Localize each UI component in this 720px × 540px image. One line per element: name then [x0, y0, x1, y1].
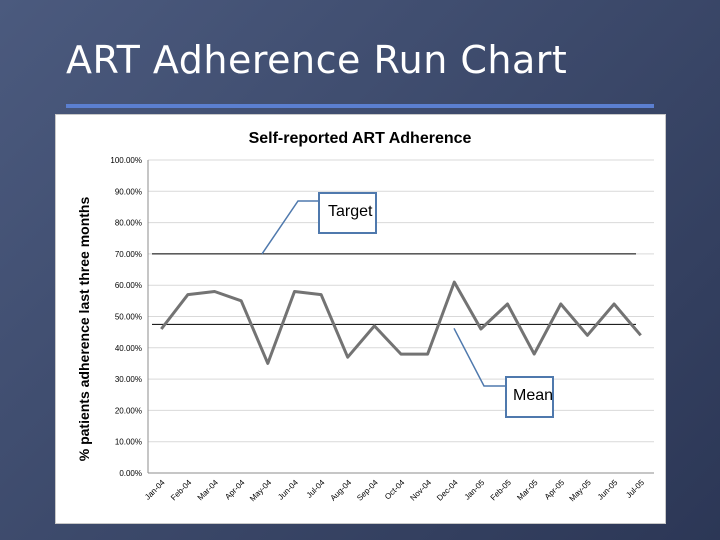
x-tick-label: May-05 — [568, 478, 594, 504]
y-axis-label: % patients adherence last three months — [76, 197, 92, 462]
series-layer — [160, 280, 642, 365]
reference-lines — [152, 253, 636, 325]
x-tick-label: Apr-05 — [543, 478, 567, 502]
mean-leader — [453, 327, 505, 387]
x-tick-label: Sep-04 — [355, 478, 380, 503]
x-tick-label: Jul-04 — [305, 478, 327, 500]
y-tick-label: 40.00% — [115, 344, 142, 353]
x-tick-label: Jan-05 — [463, 478, 487, 502]
y-tick-label: 100.00% — [110, 156, 142, 165]
mean-callout: Mean — [505, 376, 554, 418]
x-tick-label: Jan-04 — [143, 478, 167, 502]
y-tick-label: 10.00% — [115, 438, 142, 447]
chart-panel: Self-reported ART Adherence % patients a… — [55, 114, 666, 524]
y-tick-label: 30.00% — [115, 375, 142, 384]
callout-leaders — [261, 200, 505, 387]
slide-title: ART Adherence Run Chart — [66, 38, 568, 82]
y-tick-label: 80.00% — [115, 219, 142, 228]
x-tick-labels: Jan-04 Feb-04 Mar-04 Apr-04 May-04 Jun-04 Jul-… — [143, 478, 646, 504]
x-tick-label: Jun-04 — [276, 478, 300, 502]
y-tick-label: 50.00% — [115, 313, 142, 322]
y-tick-label: 90.00% — [115, 187, 142, 196]
y-tick-label: 0.00% — [119, 469, 142, 478]
target-callout: Target — [318, 192, 377, 234]
x-tick-label: Feb-04 — [169, 478, 194, 503]
y-tick-labels: 0.00% 10.00% 20.00% 30.00% 40.00% 50.00% 60.00… — [110, 156, 142, 478]
line-chart: Self-reported ART Adherence % patients a… — [76, 130, 654, 504]
target-leader — [261, 200, 318, 255]
x-tick-label: Aug-04 — [329, 478, 354, 503]
x-tick-label: Apr-04 — [223, 478, 247, 502]
y-tick-label: 60.00% — [115, 281, 142, 290]
gridlines — [147, 159, 654, 474]
x-tick-label: Nov-04 — [408, 478, 433, 503]
x-tick-label: Oct-04 — [383, 478, 407, 502]
x-tick-label: Mar-04 — [196, 478, 221, 503]
x-tick-label: Jul-05 — [624, 478, 646, 500]
x-tick-label: Jun-05 — [596, 478, 620, 502]
y-tick-label: 70.00% — [115, 250, 142, 259]
chart-title: Self-reported ART Adherence — [249, 130, 472, 147]
x-tick-label: Dec-04 — [435, 478, 460, 503]
x-tick-label: May-04 — [248, 478, 274, 504]
y-tick-label: 20.00% — [115, 406, 142, 415]
x-tick-label: Feb-05 — [489, 478, 514, 503]
series-line — [160, 280, 642, 365]
x-tick-label: Mar-05 — [515, 478, 540, 503]
title-underline — [66, 104, 654, 108]
